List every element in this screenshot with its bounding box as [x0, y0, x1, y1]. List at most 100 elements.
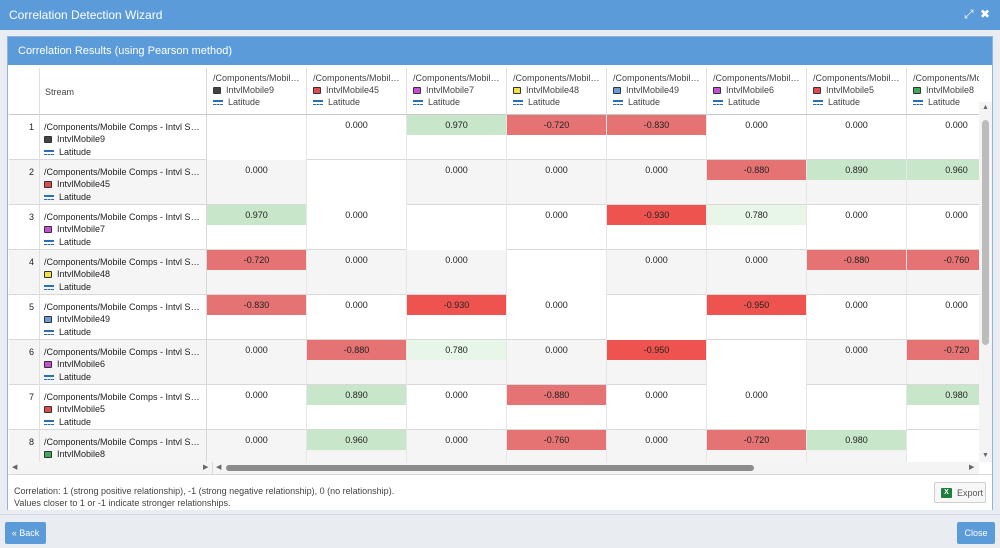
- column-header[interactable]: /Components/Mobile Comps - Intvl Streams…: [807, 68, 907, 115]
- column-header[interactable]: /Components/Mobile Comps - Intvl Streams…: [507, 68, 607, 115]
- scroll-left-icon[interactable]: ◀: [12, 464, 18, 471]
- horizontal-scroll-thumb[interactable]: [226, 465, 754, 471]
- column-header[interactable]: /Components/Mobile Comps - Intvl Streams…: [407, 68, 507, 115]
- scroll-right-icon[interactable]: ▶: [203, 464, 209, 471]
- scroll-down-icon[interactable]: ▼: [982, 452, 989, 459]
- table-row[interactable]: 6/Components/Mobile Comps - Intvl Stream…: [9, 340, 206, 385]
- correlation-cell[interactable]: 0.980: [907, 385, 979, 430]
- close-icon[interactable]: ✖: [980, 7, 991, 21]
- correlation-cell[interactable]: 0.780: [707, 205, 807, 250]
- scroll-left-icon[interactable]: ◀: [216, 464, 222, 471]
- correlation-cell[interactable]: 0.000: [307, 115, 407, 160]
- correlation-cell[interactable]: 0.000: [407, 250, 507, 295]
- correlation-cell[interactable]: -0.720: [707, 430, 807, 462]
- correlation-cell[interactable]: -0.950: [707, 295, 807, 340]
- correlation-cell[interactable]: 0.000: [907, 295, 979, 340]
- back-button[interactable]: « Back: [5, 522, 46, 544]
- frozen-horizontal-scrollbar[interactable]: ◀ ▶: [9, 462, 213, 474]
- correlation-cell[interactable]: [407, 205, 507, 250]
- correlation-cell[interactable]: 0.000: [307, 205, 407, 250]
- correlation-cell[interactable]: 0.000: [207, 160, 307, 205]
- correlation-cell[interactable]: 0.000: [807, 115, 907, 160]
- correlation-cell[interactable]: -0.880: [707, 160, 807, 205]
- correlation-cell[interactable]: 0.000: [207, 430, 307, 462]
- close-button[interactable]: Close: [957, 522, 995, 544]
- correlation-cell[interactable]: 0.000: [307, 250, 407, 295]
- correlation-cell[interactable]: -0.880: [807, 250, 907, 295]
- correlation-cell[interactable]: 0.000: [807, 295, 907, 340]
- matrix-scroll-area[interactable]: /Components/Mobile Comps - Intvl Streams…: [207, 68, 979, 462]
- correlation-cell[interactable]: 0.000: [907, 205, 979, 250]
- correlation-cell[interactable]: 0.000: [407, 385, 507, 430]
- correlation-cell[interactable]: 0.000: [707, 250, 807, 295]
- correlation-cell[interactable]: 0.000: [607, 250, 707, 295]
- table-row[interactable]: 2/Components/Mobile Comps - Intvl Stream…: [9, 160, 206, 205]
- correlation-cell[interactable]: 0.000: [607, 430, 707, 462]
- correlation-cell[interactable]: 0.000: [507, 205, 607, 250]
- correlation-cell[interactable]: -0.760: [507, 430, 607, 462]
- table-row[interactable]: 3/Components/Mobile Comps - Intvl Stream…: [9, 205, 206, 250]
- correlation-cell[interactable]: -0.720: [207, 250, 307, 295]
- table-row[interactable]: 7/Components/Mobile Comps - Intvl Stream…: [9, 385, 206, 430]
- table-row[interactable]: 0.000 -0.880 0.780 0.000 -0.950 0.000 -0.720: [207, 340, 979, 385]
- correlation-cell[interactable]: -0.930: [607, 205, 707, 250]
- column-header[interactable]: /Components/Mobile Comps - Intvl Streams…: [307, 68, 407, 115]
- table-row[interactable]: 0.000 0.890 0.000 -0.880 0.000 0.000 0.980: [207, 385, 979, 430]
- correlation-cell[interactable]: 0.970: [407, 115, 507, 160]
- correlation-cell[interactable]: 0.980: [807, 430, 907, 462]
- correlation-cell[interactable]: 0.890: [307, 385, 407, 430]
- table-row[interactable]: 0.000 0.960 0.000 -0.760 0.000 -0.720 0.980: [207, 430, 979, 462]
- correlation-cell[interactable]: 0.000: [207, 340, 307, 385]
- correlation-cell[interactable]: -0.720: [507, 115, 607, 160]
- correlation-cell[interactable]: 0.960: [907, 160, 979, 205]
- correlation-cell[interactable]: -0.880: [307, 340, 407, 385]
- scroll-up-icon[interactable]: ▲: [982, 104, 989, 111]
- correlation-cell[interactable]: 0.000: [907, 115, 979, 160]
- vertical-scrollbar[interactable]: ▲ ▼: [979, 102, 992, 462]
- column-header[interactable]: /Components/Mobile Comps - Intvl Streams…: [707, 68, 807, 115]
- correlation-cell[interactable]: 0.000: [807, 340, 907, 385]
- export-button[interactable]: X Export: [934, 482, 986, 503]
- correlation-cell[interactable]: -0.880: [507, 385, 607, 430]
- correlation-cell[interactable]: 0.000: [607, 160, 707, 205]
- correlation-cell[interactable]: -0.720: [907, 340, 979, 385]
- table-row[interactable]: 0.970 0.000 0.000 -0.930 0.780 0.000 0.000: [207, 205, 979, 250]
- column-header[interactable]: /Components/Mobile Comps - Intvl Streams…: [607, 68, 707, 115]
- correlation-cell[interactable]: [807, 385, 907, 430]
- correlation-cell[interactable]: 0.970: [207, 205, 307, 250]
- correlation-cell[interactable]: -0.950: [607, 340, 707, 385]
- correlation-cell[interactable]: 0.000: [507, 295, 607, 340]
- correlation-cell[interactable]: 0.000: [307, 295, 407, 340]
- correlation-cell[interactable]: 0.000: [207, 385, 307, 430]
- correlation-cell[interactable]: 0.000: [407, 430, 507, 462]
- correlation-cell[interactable]: -0.760: [907, 250, 979, 295]
- table-row[interactable]: -0.720 0.000 0.000 0.000 0.000 -0.880 -0.760: [207, 250, 979, 295]
- correlation-cell[interactable]: [907, 430, 979, 462]
- correlation-cell[interactable]: 0.000: [807, 205, 907, 250]
- correlation-cell[interactable]: [707, 340, 807, 385]
- correlation-cell[interactable]: 0.000: [507, 160, 607, 205]
- correlation-cell[interactable]: [307, 160, 407, 205]
- table-row[interactable]: 4/Components/Mobile Comps - Intvl Stream…: [9, 250, 206, 295]
- horizontal-scrollbar[interactable]: ◀ ▶: [213, 462, 979, 474]
- table-row[interactable]: 8/Components/Mobile Comps - Intvl Stream…: [9, 430, 206, 462]
- table-row[interactable]: 1/Components/Mobile Comps - Intvl Stream…: [9, 115, 206, 160]
- correlation-cell[interactable]: -0.930: [407, 295, 507, 340]
- correlation-cell[interactable]: -0.830: [607, 115, 707, 160]
- table-row[interactable]: 0.000 0.970 -0.720 -0.830 0.000 0.000 0.000: [207, 115, 979, 160]
- table-row[interactable]: 0.000 0.000 0.000 0.000 -0.880 0.890 0.960: [207, 160, 979, 205]
- correlation-cell[interactable]: [507, 250, 607, 295]
- correlation-cell[interactable]: -0.830: [207, 295, 307, 340]
- column-header[interactable]: /Components/Mobile Comps - Intvl Streams…: [907, 68, 979, 115]
- correlation-cell[interactable]: [607, 295, 707, 340]
- correlation-cell[interactable]: 0.780: [407, 340, 507, 385]
- correlation-cell[interactable]: 0.000: [407, 160, 507, 205]
- correlation-cell[interactable]: 0.000: [507, 340, 607, 385]
- correlation-cell[interactable]: 0.890: [807, 160, 907, 205]
- correlation-cell[interactable]: 0.960: [307, 430, 407, 462]
- stream-header[interactable]: Stream: [40, 68, 206, 115]
- correlation-cell[interactable]: 0.000: [607, 385, 707, 430]
- column-header[interactable]: /Components/Mobile Comps - Intvl Streams…: [207, 68, 307, 115]
- correlation-cell[interactable]: 0.000: [707, 115, 807, 160]
- vertical-scroll-thumb[interactable]: [982, 120, 989, 345]
